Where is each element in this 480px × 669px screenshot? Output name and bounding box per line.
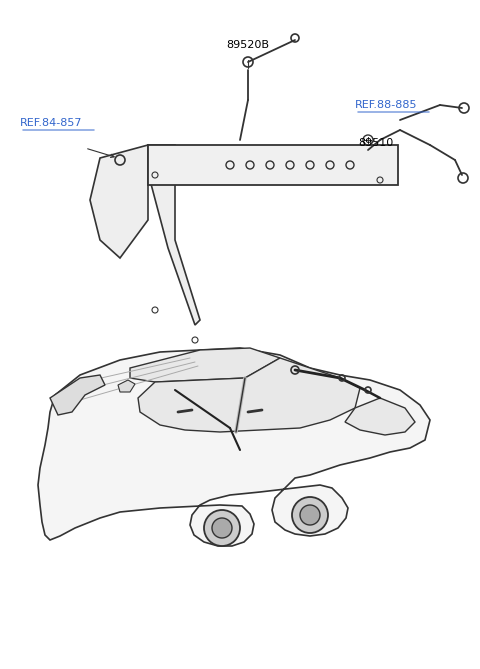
Circle shape — [204, 510, 240, 546]
Text: REF.88-885: REF.88-885 — [355, 100, 418, 110]
Polygon shape — [148, 145, 398, 185]
Text: 89520B: 89520B — [227, 40, 269, 50]
Polygon shape — [130, 348, 280, 382]
Text: 89510: 89510 — [358, 138, 393, 148]
Polygon shape — [38, 348, 430, 546]
Circle shape — [300, 505, 320, 525]
Polygon shape — [345, 398, 415, 435]
Circle shape — [212, 518, 232, 538]
Polygon shape — [50, 375, 105, 415]
Polygon shape — [118, 380, 135, 392]
Text: REF.84-857: REF.84-857 — [20, 118, 83, 128]
Polygon shape — [142, 145, 200, 325]
Polygon shape — [138, 358, 360, 432]
Circle shape — [292, 497, 328, 533]
Polygon shape — [90, 145, 148, 258]
